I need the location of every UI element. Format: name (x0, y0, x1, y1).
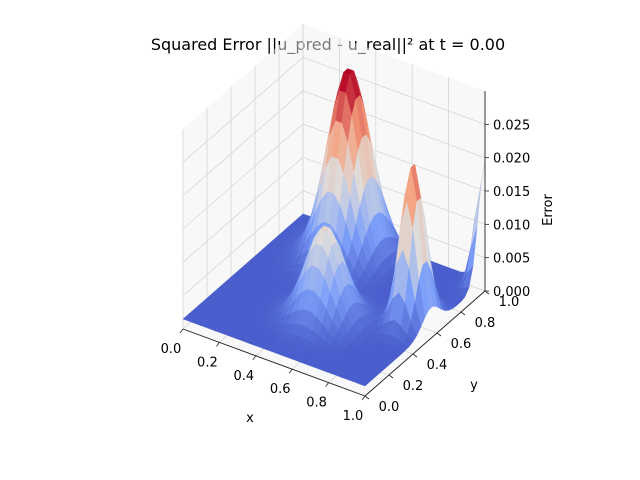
z-tick-label: 0.010 (493, 218, 530, 233)
z-grid-line (182, 123, 486, 230)
x-tick-mark (288, 368, 293, 374)
y-tick-mark (388, 374, 394, 379)
x-tick-mark (361, 395, 366, 401)
x-tick-mark (179, 328, 184, 334)
tick-labels: 0.00.20.40.60.81.00.00.20.40.60.81.00.00… (161, 118, 531, 424)
x-axis-label: x (246, 411, 254, 426)
z-tick-label: 0.025 (493, 118, 530, 133)
surface-facet (358, 380, 370, 387)
y-axis-label: y (470, 378, 478, 393)
x-tick-mark (325, 382, 329, 387)
x-tick-mark (216, 342, 220, 347)
z-tick-label: 0.015 (493, 185, 530, 200)
error-surface (182, 68, 486, 387)
y-tick-label: 0.2 (403, 379, 424, 394)
x-axis-line (182, 328, 366, 397)
x-tick-label: 0.0 (161, 342, 182, 357)
y-axis-line (364, 290, 486, 397)
x-tick-label: 0.8 (306, 396, 327, 411)
x-tick-label: 0.4 (233, 369, 254, 384)
x-tick-label: 0.2 (197, 355, 218, 370)
z-grid-line (182, 90, 486, 197)
y-tick-label: 0.4 (427, 358, 448, 373)
y-tick-mark (460, 311, 466, 316)
y-tick-label: 0.0 (379, 400, 400, 415)
x-tick-label: 1.0 (343, 409, 364, 424)
y-tick-label: 0.6 (451, 337, 472, 352)
z-tick-label: 0.020 (493, 152, 530, 167)
y-tick-label: 1.0 (499, 295, 520, 310)
y-tick-mark (484, 290, 490, 295)
x-tick-mark (252, 355, 257, 361)
y-tick-label: 0.8 (475, 316, 496, 331)
y-tick-mark (436, 332, 442, 337)
y-tick-mark (412, 353, 418, 358)
z-tick-label: 0.005 (493, 252, 530, 267)
x-tick-label: 0.6 (270, 382, 291, 397)
y-tick-mark (364, 395, 370, 400)
z-axis-label: Error (541, 194, 556, 226)
z-grid-line (182, 156, 486, 263)
z-tick-label: 0.000 (493, 285, 530, 300)
z-grid-line (182, 56, 486, 163)
